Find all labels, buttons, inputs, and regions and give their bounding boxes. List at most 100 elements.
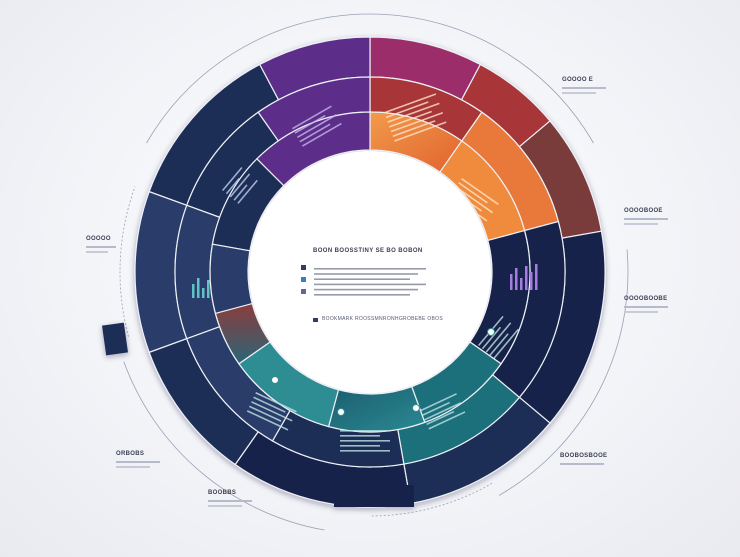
text-lines — [292, 105, 342, 147]
bullet-dot — [412, 404, 420, 412]
text-line — [253, 396, 286, 413]
text-line — [390, 111, 444, 133]
center-panel — [249, 151, 491, 393]
ring-segment — [256, 111, 371, 187]
callout-left: OOOOO — [86, 236, 116, 253]
text-line — [485, 322, 512, 353]
callout-right-2: OOOOBOOBE — [624, 296, 668, 313]
detached-tab — [334, 485, 414, 507]
callout-line — [624, 306, 668, 308]
legend-swatch — [313, 318, 318, 322]
ring-segment — [211, 158, 285, 252]
text-line — [299, 123, 331, 143]
callout-bottom-left-2: BOOBBS — [208, 490, 252, 507]
text-line — [233, 184, 248, 201]
text-line — [340, 435, 380, 437]
callout-bottom-left-1: ORBOBS — [116, 451, 160, 468]
guide-arc — [146, 13, 594, 144]
text-line — [251, 401, 293, 422]
mini-bar — [510, 274, 513, 290]
legend-swatch — [301, 265, 306, 270]
text-line — [422, 401, 450, 416]
mini-bar — [530, 272, 533, 290]
callout-line — [116, 466, 150, 468]
text-line — [294, 114, 326, 134]
callout-title: GOOOO E — [562, 77, 594, 83]
text-line — [297, 114, 337, 139]
mini-bar — [535, 264, 538, 290]
text-lines — [340, 430, 390, 452]
text-line — [394, 121, 447, 142]
guide-arc — [498, 249, 629, 496]
legend-swatch — [301, 289, 306, 294]
text-lines — [222, 167, 258, 204]
callout-line — [624, 311, 658, 313]
text-line — [255, 391, 297, 413]
text-line — [314, 278, 410, 280]
text-line — [340, 445, 380, 447]
text-line — [314, 268, 426, 270]
callout-line — [208, 500, 252, 502]
ring-segment — [214, 302, 271, 365]
bullet-dot — [271, 376, 279, 384]
callout-line — [624, 218, 668, 220]
text-line — [387, 102, 440, 123]
legend-swatch — [301, 277, 306, 282]
callout-title: BOOBOSBOOE — [560, 453, 608, 459]
text-lines — [384, 93, 447, 142]
mini-bar — [525, 266, 528, 290]
guide-arc — [119, 186, 136, 337]
guide-arc — [369, 482, 493, 517]
text-lines — [246, 391, 297, 431]
callout-line — [86, 251, 108, 253]
text-line — [458, 182, 488, 204]
text-line — [392, 120, 436, 137]
callout-right-1: OOOOBOOE — [624, 208, 668, 225]
text-lines — [420, 393, 466, 430]
callout-line — [86, 246, 116, 248]
callout-line — [562, 87, 606, 89]
text-line — [420, 393, 457, 412]
callout-bottom-right: BOOBOSBOOE — [560, 453, 607, 465]
detached-tab — [102, 322, 128, 356]
mini-bar — [192, 284, 195, 298]
mini-bar — [197, 278, 200, 298]
text-line — [481, 326, 502, 350]
text-lines — [478, 315, 519, 359]
ring-segments — [102, 36, 606, 508]
mini-bar — [207, 280, 210, 298]
text-line — [493, 328, 519, 359]
text-line — [424, 402, 462, 421]
text-line — [340, 430, 390, 432]
guide-arcs — [119, 13, 629, 531]
text-line — [428, 411, 466, 430]
mini-bar — [515, 268, 518, 290]
text-line — [314, 294, 410, 296]
bullet-dot — [487, 328, 495, 336]
callout-line — [562, 92, 596, 94]
text-line — [384, 93, 437, 114]
center-title: BOON BOOSSTINY SE BO BOBON — [313, 248, 423, 254]
callout-line — [116, 461, 160, 463]
text-line — [389, 110, 432, 128]
callout-line — [560, 463, 604, 465]
text-line — [385, 101, 429, 119]
center-footer: BOOKMARK ROOSSMNRONHGROBEBE OBOS — [322, 316, 444, 322]
text-line — [489, 333, 509, 356]
text-line — [455, 186, 494, 214]
text-line — [237, 179, 258, 204]
callout-line — [624, 223, 658, 225]
callout-title: OOOOBOOE — [624, 208, 663, 214]
text-line — [340, 450, 390, 452]
text-line — [340, 440, 390, 442]
text-line — [314, 283, 426, 286]
text-line — [222, 167, 243, 192]
text-line — [248, 405, 282, 422]
callout-line — [208, 505, 242, 507]
callout-title: OOOOO — [86, 236, 111, 242]
center-disc — [249, 151, 491, 393]
callout-title: BOOBBS — [208, 490, 237, 496]
callout-top-right: GOOOO E — [562, 77, 606, 94]
